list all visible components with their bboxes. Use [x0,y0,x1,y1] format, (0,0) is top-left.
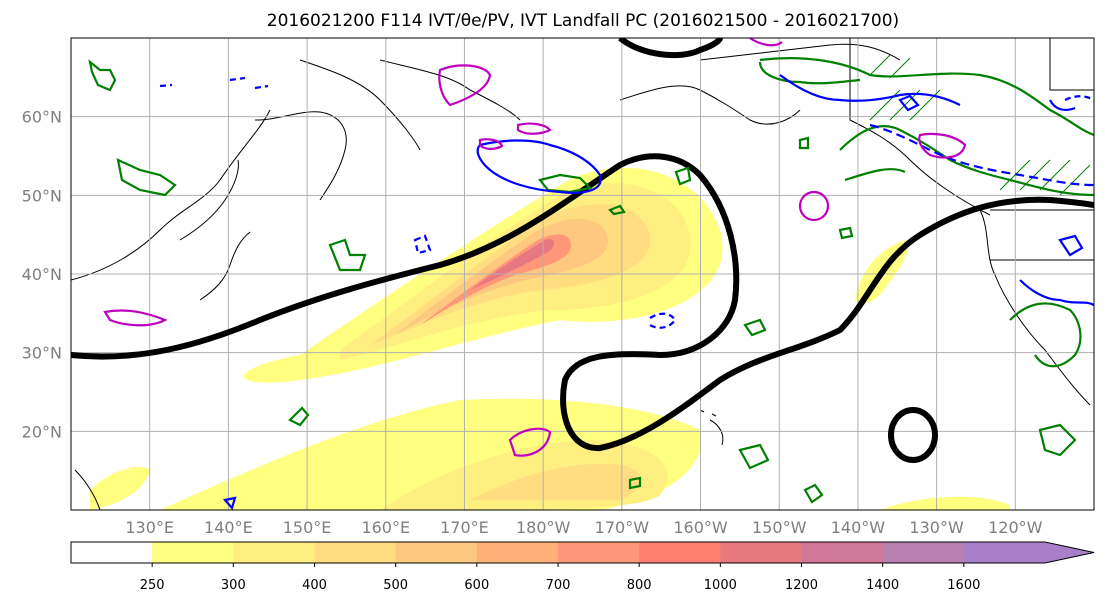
lat-label: 60°N [22,108,62,127]
colorbar-segment [558,542,640,563]
lon-label: 140°W [831,518,886,537]
lon-label: 120°W [988,518,1043,537]
ivt-fill [90,167,1010,510]
colorbar-extend-arrow [1045,542,1094,563]
lon-label: 160°E [361,518,410,537]
colorbar-label: 700 [546,578,571,593]
map-panel [71,38,1094,510]
colorbar-segment [314,542,397,563]
colorbar-frame [70,541,1095,564]
lon-label: 130°W [909,518,964,537]
theta-e-contours [71,38,1094,463]
lat-label: 40°N [22,265,62,284]
latitude-labels: 20°N 30°N 40°N 50°N 60°N [22,108,62,442]
colorbar-segment [71,542,153,563]
pv-contours-blue [159,74,1094,510]
colorbar-label: 1000 [704,578,737,593]
lat-label: 30°N [22,344,62,363]
colorbar-label: 400 [302,578,327,593]
lon-label: 150°E [283,518,332,537]
lon-label: 150°W [752,518,807,537]
colorbar-label: 500 [383,578,408,593]
lat-label: 20°N [22,422,62,441]
colorbar-label: 1200 [785,578,818,593]
colorbar-segment [395,542,478,563]
colorbar-label: 600 [464,578,489,593]
colorbar: 250 300 400 500 600 700 800 1000 1200 1400 1600 [70,541,1095,593]
colorbar-segment [152,542,234,563]
colorbar-label: 1600 [947,578,980,593]
colorbar-segment [476,542,559,563]
colorbar-segment [882,542,965,563]
lon-label: 170°E [440,518,489,537]
colorbar-segment [963,542,1046,563]
lat-label: 50°N [22,186,62,205]
lon-label: 160°W [673,518,728,537]
colorbar-segment [720,542,802,563]
map-title: 2016021200 F114 IVT/θe/PV, IVT Landfall … [267,11,899,31]
pv-contours-magenta [103,38,967,457]
colorbar-label: 800 [627,578,652,593]
lon-label: 140°E [204,518,253,537]
coastlines [71,38,1094,510]
colorbar-label: 300 [221,578,246,593]
pv-contours-green [88,57,1094,504]
gridlines [71,38,1094,510]
colorbar-label: 250 [140,578,165,593]
longitude-labels: 130°E 140°E 150°E 160°E 170°E 180°W 170°W 160°W… [125,518,1042,537]
lon-label: 170°W [595,518,650,537]
map-frame [70,37,1095,511]
colorbar-segment [639,542,721,563]
colorbar-label: 1400 [866,578,899,593]
lon-label: 180°W [516,518,571,537]
colorbar-segment [801,542,884,563]
colorbar-segment [233,542,315,563]
lon-label: 130°E [125,518,174,537]
